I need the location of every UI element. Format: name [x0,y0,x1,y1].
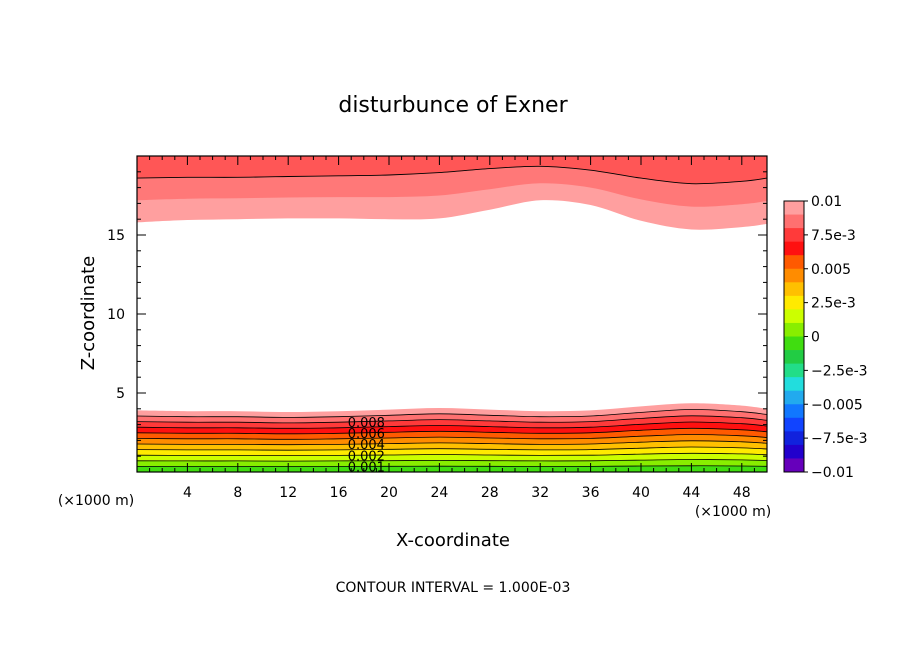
colorbar-swatch [784,295,804,310]
x-tick-label: 44 [682,485,700,501]
colorbar-swatch [784,241,804,256]
lower-contour-line [136,434,768,440]
lower-contour-line [136,446,768,451]
colorbar-swatch [784,268,804,283]
lower-contour-line [136,415,768,424]
upper-contour-line [136,165,768,185]
colorbar-label: 0 [811,330,820,346]
contour-label: 0.006 [348,427,385,442]
lower-contour-line [136,465,768,467]
colorbar-label: −0.005 [811,397,863,413]
colorbar-swatch [784,336,804,351]
colorbar-swatch [784,377,804,392]
colorbar-swatch [784,282,804,297]
x-tick-label: 12 [279,485,297,501]
contour-label: 0.008 [348,416,385,431]
contour-label: 0.002 [348,449,385,464]
colorbar-label: 0.005 [811,262,851,278]
colorbar-swatch [784,417,804,432]
chart-title: disturbunce of Exner [338,93,568,118]
colorbar-label: −0.01 [811,465,854,481]
colorbar-swatch [784,309,804,324]
colorbar-label: −2.5e-3 [811,363,868,379]
x-axis-ticks: 4 8 12 16 20 24 28 32 36 40 44 48 [149,156,755,501]
colorbar-swatch [784,350,804,364]
x-tick-label: 32 [531,485,549,501]
colorbar-swatch [784,404,804,419]
y-tick-label: 15 [107,228,125,244]
colorbar-label: −7.5e-3 [811,431,868,447]
y-axis-label: Z-coordinate [78,256,99,371]
colorbar-swatch [784,390,804,405]
contour-interval-note: CONTOUR INTERVAL = 1.000E-03 [336,580,571,596]
colorbar-swatch [784,444,804,459]
x-tick-label: 48 [733,485,751,501]
x-tick-label: 24 [430,485,448,501]
lower-contour-line [136,427,768,435]
lower-contour-line [136,421,768,429]
colorbar-label: 7.5e-3 [811,228,856,244]
lower-contour-line [136,409,768,418]
lower-contour-line [136,440,768,446]
x-tick-label: 40 [632,485,650,501]
colorbar-swatch [784,255,804,270]
x-tick-label: 4 [183,485,192,501]
colorbar: 0.01 7.5e-3 0.005 2.5e-3 0 −2.5e-3 −0.005 −7.5e… [783,194,868,481]
colorbar-swatch [784,201,804,215]
colorbar-swatch [784,458,804,473]
y-axis-ticks: 5 10 15 [107,171,767,457]
y-tick-label: 10 [107,307,125,323]
colorbar-label: 0.01 [811,194,842,210]
colorbar-label: 2.5e-3 [811,296,856,312]
contour-label: 0.004 [348,438,385,453]
upper-band-inner-fill [137,156,767,184]
x-tick-label: 28 [481,485,499,501]
x-tick-label: 20 [380,485,398,501]
lower-contour-line [136,459,768,462]
colorbar-swatch [784,322,804,337]
colorbar-swatch [784,363,804,378]
lower-contour-line [136,452,768,457]
x-tick-label: 8 [233,485,242,501]
y-tick-label: 5 [116,386,125,402]
x-unit-label: (×1000 m) [695,504,771,520]
x-tick-label: 16 [330,485,348,501]
x-axis-label: X-coordinate [396,530,510,551]
colorbar-swatch [784,431,804,446]
colorbar-swatch [784,228,804,243]
contour-label: 0.001 [348,460,385,475]
x-tick-label: 36 [582,485,600,501]
y-unit-label: (×1000 m) [58,493,134,509]
colorbar-swatch [784,214,804,229]
